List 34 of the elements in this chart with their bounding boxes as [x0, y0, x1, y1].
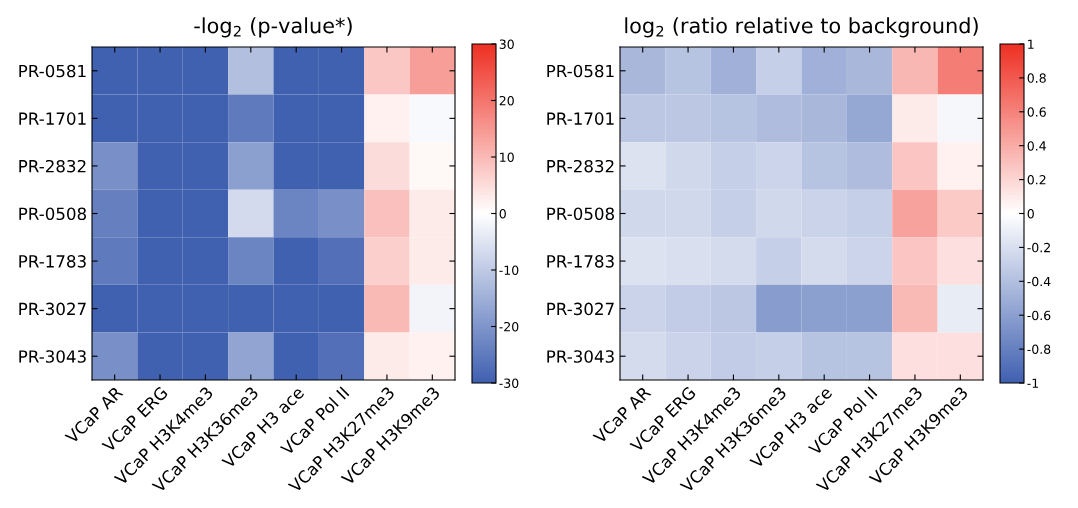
color-bar-label: 0.8	[1027, 73, 1046, 83]
chart-title: log$_{2}$ (ratio relative to background)	[625, 17, 978, 38]
color-bar-label: 0	[1027, 208, 1034, 219]
y-tick-label: PR-0581	[19, 64, 86, 78]
color-bar-label: 0.2	[1027, 175, 1046, 185]
y-tick-label: PR-2832	[547, 159, 614, 173]
color-bar-label: -0.6	[1027, 310, 1051, 321]
y-tick-label: PR-3043	[19, 350, 86, 363]
y-tick-label: PR-1701	[19, 112, 86, 125]
color-bar-label: 0.6	[1027, 107, 1046, 117]
y-tick-label: PR-0508	[19, 207, 86, 221]
y-tick-label: PR-1783	[547, 255, 614, 268]
color-bar-label: 30	[499, 39, 514, 49]
y-tick-label: PR-0508	[547, 207, 614, 221]
color-bar-label: -0.2	[1027, 242, 1050, 253]
y-tick-label: PR-1783	[19, 255, 86, 268]
color-bar-label: -20	[499, 321, 519, 332]
y-tick-label: PR-1701	[547, 112, 614, 125]
color-bar-label: 1	[1028, 39, 1034, 49]
y-tick-label: PR-3027	[547, 302, 614, 316]
y-tick-label: PR-3027	[19, 302, 86, 316]
color-bar-label: 10	[500, 152, 514, 162]
chart-title: -log$_{2}$ (p-value*)	[194, 17, 352, 38]
color-bar-label: -10	[499, 265, 519, 275]
color-bar-label: 0	[499, 208, 506, 219]
y-tick-label: PR-0581	[547, 64, 614, 78]
y-tick-label: PR-2832	[19, 159, 86, 173]
color-bar-label: 0.4	[1027, 141, 1046, 151]
color-bar-label: -0.8	[1027, 344, 1051, 355]
color-bar-label: -30	[499, 378, 519, 388]
color-bar-label: -1	[1027, 378, 1039, 388]
y-tick-label: PR-3043	[547, 350, 614, 363]
color-bar-label: -0.4	[1027, 276, 1051, 287]
color-bar-label: 20	[499, 95, 514, 106]
